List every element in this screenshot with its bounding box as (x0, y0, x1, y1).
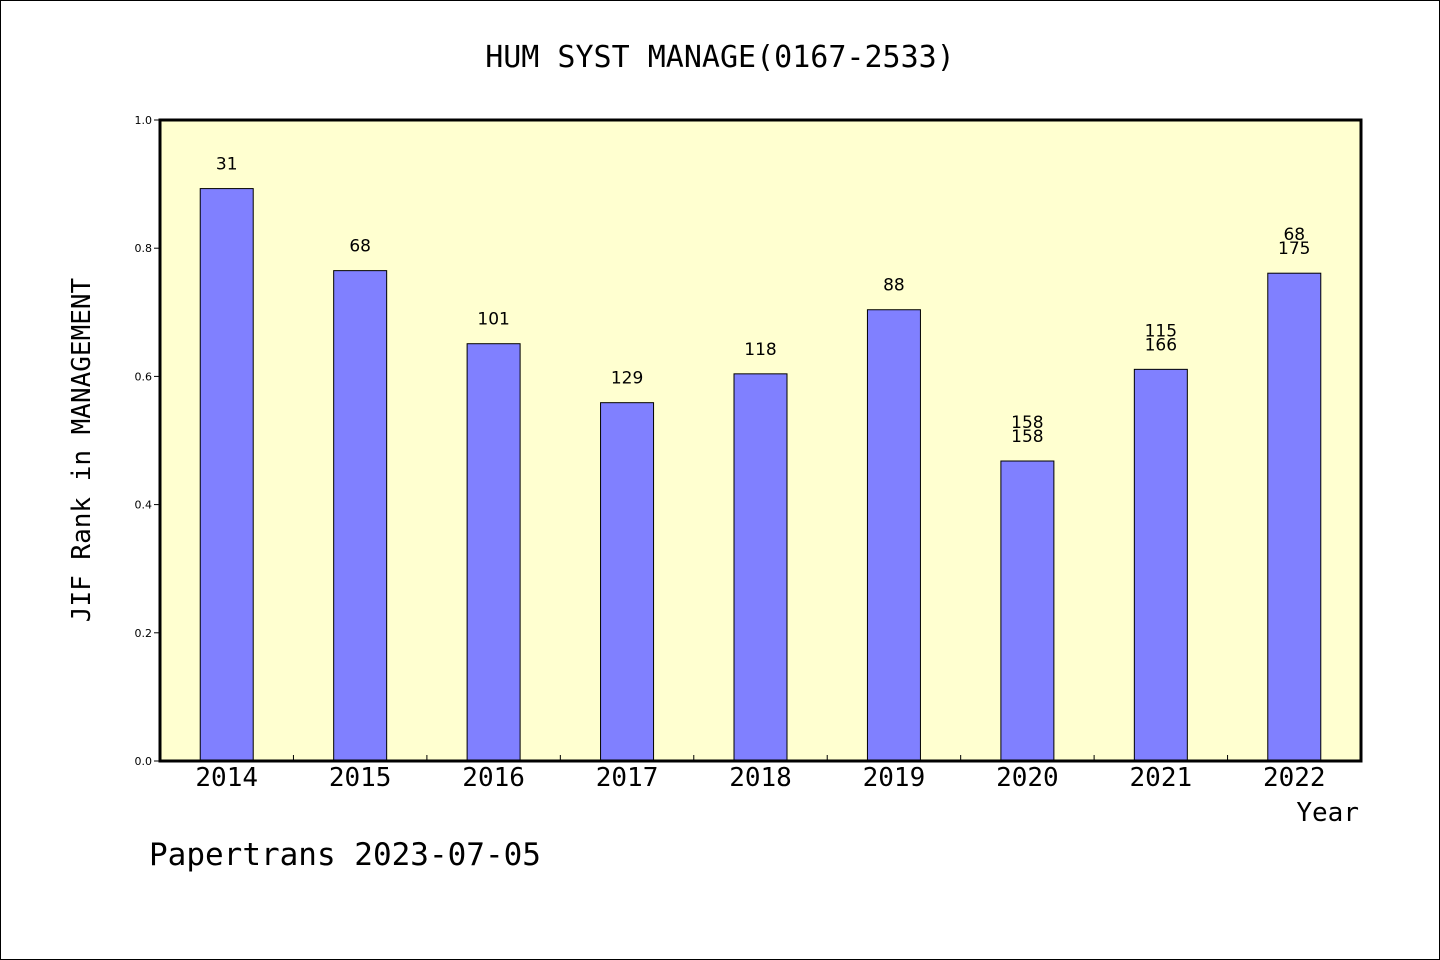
footer-text: Papertrans 2023-07-05 (149, 837, 541, 873)
bar-2022 (1267, 272, 1322, 762)
y-tick-label: 0.6 (135, 370, 153, 383)
x-tick-label: 2017 (596, 763, 659, 793)
bar-2018 (733, 373, 788, 762)
bar-value-label: 88 (883, 276, 905, 296)
bar-value-label: 175 (1278, 239, 1310, 259)
y-tick-label: 1.0 (135, 114, 153, 127)
y-tick-label: 0.2 (135, 627, 153, 640)
bars-group (199, 188, 1322, 762)
x-tick-label: 2018 (729, 763, 792, 793)
x-tick-label: 2020 (996, 763, 1059, 793)
x-tick-label: 2016 (462, 763, 525, 793)
bar-2020 (1000, 460, 1055, 762)
x-tick-label: 2022 (1263, 763, 1326, 793)
bar-value-label: 129 (611, 369, 643, 389)
x-tick-label: 2019 (863, 763, 926, 793)
chart-title: HUM SYST MANAGE(0167-2533) (485, 40, 955, 75)
y-axis: 0.0 0.2 0.4 0.6 0.8 1.0 (135, 114, 160, 768)
bar-value-label: 115 (1145, 321, 1177, 341)
bar-value-label: 118 (744, 340, 776, 360)
bar-2014 (199, 188, 254, 762)
bar-2015 (333, 270, 388, 762)
bar-value-label: 101 (477, 310, 509, 330)
x-tick-label: 2015 (329, 763, 392, 793)
bar-2019 (866, 309, 921, 762)
bar-value-label: 31 (216, 155, 238, 175)
x-tick-label: 2014 (195, 763, 258, 793)
x-axis-title: Year (1296, 798, 1359, 828)
y-tick-label: 0.0 (135, 755, 153, 768)
bar-value-label: 166 (1145, 335, 1177, 355)
y-tick-label: 0.4 (135, 499, 153, 512)
bar-2016 (466, 343, 521, 762)
bar-2017 (600, 402, 655, 762)
bar-value-label: 158 (1011, 413, 1043, 433)
y-axis-title: JIF Rank in MANAGEMENT (67, 277, 97, 622)
plot-border (158, 118, 1363, 763)
bar-value-label: 68 (1283, 225, 1305, 245)
bar-value-label: 158 (1011, 427, 1043, 447)
y-tick-label: 0.8 (135, 242, 153, 255)
bar-2021 (1133, 368, 1188, 762)
x-tick-label: 2021 (1130, 763, 1193, 793)
bar-value-label: 68 (349, 237, 371, 257)
x-axis: 2014 2015 2016 2017 2018 2019 2020 2021 2022 (195, 755, 1326, 793)
